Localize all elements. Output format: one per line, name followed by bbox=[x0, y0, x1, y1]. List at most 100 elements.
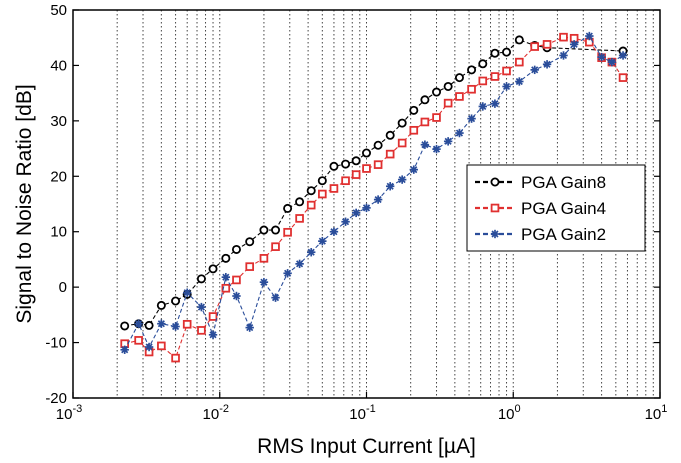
data-point bbox=[134, 336, 143, 345]
data-point bbox=[182, 288, 192, 297]
x-tick-base: 10 bbox=[56, 406, 73, 423]
data-point bbox=[232, 291, 241, 301]
data-point bbox=[259, 254, 269, 263]
legend: PGA Gain8 PGA Gain4 PGA Gain2 bbox=[466, 164, 646, 252]
x-tick-label: 10-1 bbox=[349, 403, 375, 423]
data-point bbox=[385, 130, 395, 140]
data-point bbox=[559, 51, 568, 60]
data-point bbox=[443, 81, 453, 91]
data-point bbox=[329, 161, 339, 171]
data-point bbox=[420, 95, 430, 105]
data-point bbox=[502, 47, 512, 57]
data-point bbox=[597, 52, 606, 62]
data-point bbox=[271, 293, 280, 302]
data-point bbox=[208, 312, 218, 321]
legend-marker bbox=[490, 177, 500, 187]
legend-label: PGA Gain4 bbox=[521, 199, 606, 218]
y-tick-label: 20 bbox=[50, 168, 67, 185]
data-point bbox=[318, 189, 327, 199]
data-point bbox=[259, 277, 269, 287]
data-point bbox=[373, 140, 383, 150]
data-point bbox=[157, 341, 166, 351]
data-point bbox=[341, 176, 350, 186]
data-point bbox=[221, 283, 231, 293]
data-point bbox=[295, 214, 304, 223]
series-pga-gain4 bbox=[120, 32, 628, 363]
data-point bbox=[171, 322, 180, 331]
data-point bbox=[432, 144, 441, 154]
data-point bbox=[618, 51, 628, 60]
data-point bbox=[245, 323, 254, 332]
data-point bbox=[432, 113, 441, 122]
data-point bbox=[232, 275, 241, 285]
data-point bbox=[221, 272, 231, 282]
x-tick-exponent: 0 bbox=[515, 403, 521, 415]
data-point bbox=[283, 227, 292, 237]
data-point bbox=[197, 326, 206, 335]
data-point bbox=[409, 165, 418, 174]
series-group bbox=[120, 31, 628, 363]
data-point bbox=[120, 321, 130, 331]
data-point bbox=[271, 225, 281, 235]
legend-item: PGA Gain4 bbox=[475, 199, 606, 218]
data-point bbox=[283, 269, 292, 278]
y-tick-label: 50 bbox=[50, 2, 67, 19]
data-point bbox=[455, 92, 464, 101]
x-tick-label: 10-3 bbox=[56, 403, 82, 423]
data-point bbox=[373, 160, 383, 169]
x-tick-label: 10-2 bbox=[203, 403, 229, 423]
data-point bbox=[208, 264, 218, 274]
data-point bbox=[134, 319, 143, 328]
data-point bbox=[385, 149, 395, 159]
data-point bbox=[397, 175, 407, 184]
data-point bbox=[171, 353, 180, 363]
x-tick-base: 10 bbox=[498, 406, 515, 423]
data-point bbox=[443, 137, 453, 146]
data-point bbox=[329, 184, 339, 193]
data-point bbox=[585, 31, 594, 41]
data-point bbox=[490, 72, 500, 81]
data-point bbox=[306, 186, 316, 196]
data-point bbox=[362, 203, 371, 213]
x-tick-base: 10 bbox=[645, 406, 662, 423]
data-point bbox=[306, 200, 316, 210]
data-point bbox=[283, 203, 293, 213]
y-tick-label: 30 bbox=[50, 113, 67, 130]
data-point bbox=[432, 87, 442, 97]
data-point bbox=[197, 302, 206, 312]
data-point bbox=[157, 319, 166, 328]
data-point bbox=[295, 197, 305, 207]
data-point bbox=[351, 170, 361, 179]
data-point bbox=[618, 73, 628, 82]
data-point bbox=[515, 57, 524, 67]
data-point bbox=[569, 40, 579, 49]
data-point bbox=[361, 148, 371, 158]
y-axis-title: Signal to Noise Ratio [dB] bbox=[13, 84, 36, 323]
data-point bbox=[245, 262, 255, 271]
data-point bbox=[490, 99, 500, 108]
data-point bbox=[478, 59, 488, 69]
data-point bbox=[467, 84, 476, 94]
legend-item: PGA Gain2 bbox=[475, 225, 606, 244]
y-tick-label: -10 bbox=[45, 335, 67, 352]
data-point bbox=[542, 60, 552, 69]
data-point bbox=[559, 32, 568, 42]
data-point bbox=[351, 208, 361, 218]
data-point bbox=[443, 98, 453, 108]
x-tick-exponent: 1 bbox=[661, 403, 667, 415]
data-point bbox=[317, 176, 327, 186]
legend-label: PGA Gain8 bbox=[521, 173, 606, 192]
data-point bbox=[351, 156, 361, 166]
data-point bbox=[502, 82, 511, 91]
data-point bbox=[144, 320, 154, 330]
data-point bbox=[514, 35, 524, 45]
data-point bbox=[502, 66, 511, 76]
data-point bbox=[467, 65, 477, 75]
x-tick-label: 100 bbox=[498, 403, 521, 423]
x-tick-exponent: -1 bbox=[366, 403, 376, 415]
data-point bbox=[208, 330, 218, 340]
legend-marker bbox=[490, 229, 500, 239]
data-point bbox=[182, 319, 192, 329]
series-line-pga-gain2 bbox=[124, 35, 624, 351]
